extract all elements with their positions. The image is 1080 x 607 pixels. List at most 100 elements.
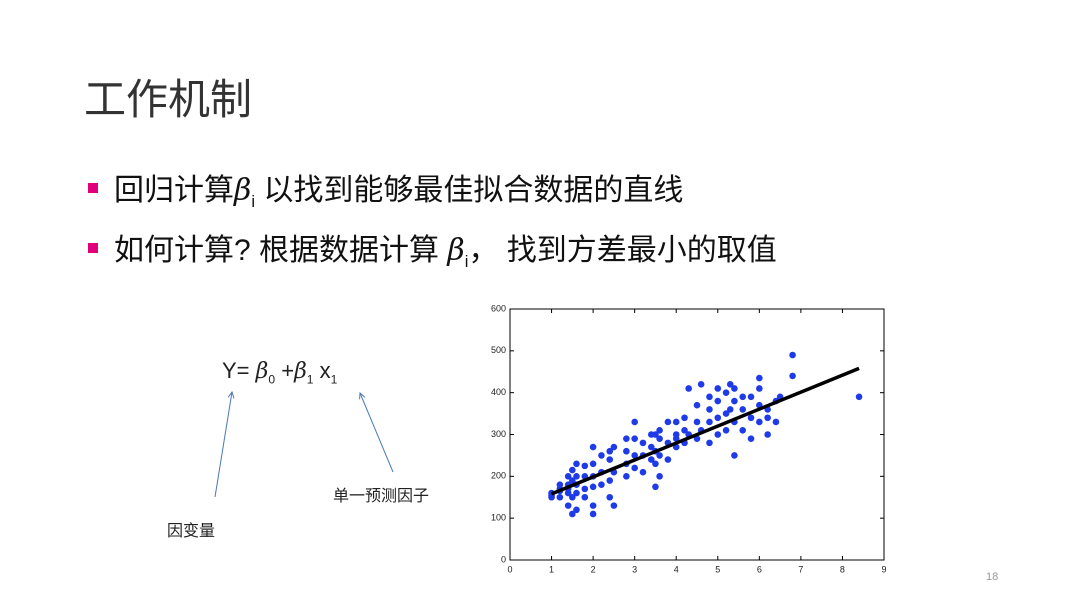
y-tick-label: 200 xyxy=(491,471,506,481)
annotation: 因变量 xyxy=(167,523,216,540)
x-tick-label: 7 xyxy=(798,564,803,574)
subscript: i xyxy=(251,193,256,211)
point xyxy=(747,414,755,422)
point xyxy=(706,393,713,401)
point xyxy=(731,452,738,459)
point xyxy=(639,439,647,447)
point xyxy=(569,510,576,518)
point xyxy=(573,506,580,514)
point xyxy=(747,393,755,401)
point xyxy=(706,439,713,447)
slide-title: 工作机制 xyxy=(84,76,253,123)
point xyxy=(693,418,701,426)
point xyxy=(722,427,730,434)
point xyxy=(569,493,576,501)
subscript: 1 xyxy=(330,372,338,387)
subscript: 1 xyxy=(306,372,314,387)
point xyxy=(652,483,659,491)
point xyxy=(706,406,713,413)
fit-line xyxy=(550,366,860,496)
point xyxy=(573,473,580,480)
bullet: 如何计算? 根据数据计算 βi， 找到方差最小的取值 xyxy=(88,225,777,272)
point xyxy=(631,435,638,442)
point xyxy=(656,435,663,442)
point xyxy=(610,502,618,509)
text: 回归计算 xyxy=(114,174,234,207)
symbol: β xyxy=(255,359,269,384)
point xyxy=(589,502,597,509)
y-tick-label: 600 xyxy=(491,303,506,313)
point xyxy=(685,385,692,392)
y-tick-label: 300 xyxy=(491,429,506,439)
point xyxy=(564,502,572,509)
page-number: 18 xyxy=(986,571,999,583)
point xyxy=(664,418,672,426)
point xyxy=(714,385,722,392)
point xyxy=(656,473,663,480)
symbol: β xyxy=(234,173,252,208)
point xyxy=(647,443,655,451)
x-tick-label: 4 xyxy=(674,564,679,574)
point xyxy=(556,493,564,501)
y-tick-label: 400 xyxy=(491,387,506,397)
text: Y= xyxy=(222,358,256,383)
text: + xyxy=(275,358,295,383)
point xyxy=(639,468,647,476)
point xyxy=(631,452,638,459)
point xyxy=(623,473,630,480)
text: ， 找到方差最小的取值 xyxy=(468,234,777,267)
point xyxy=(598,481,605,488)
x-tick-label: 1 xyxy=(549,564,554,574)
point xyxy=(606,456,614,463)
arrow xyxy=(360,393,394,473)
point xyxy=(726,381,734,388)
text: x xyxy=(313,358,331,383)
point xyxy=(573,460,580,468)
point xyxy=(697,381,705,388)
point xyxy=(606,493,614,501)
point xyxy=(606,477,614,484)
point xyxy=(764,414,771,422)
point xyxy=(569,477,576,484)
point xyxy=(623,447,630,455)
point xyxy=(647,456,655,463)
point xyxy=(564,473,572,480)
y-tick-label: 0 xyxy=(501,554,506,564)
x-tick-label: 6 xyxy=(757,564,762,574)
point xyxy=(722,410,730,417)
x-tick-label: 5 xyxy=(715,564,720,574)
point xyxy=(589,443,597,451)
point xyxy=(589,460,597,468)
point xyxy=(656,427,663,434)
x-tick-label: 3 xyxy=(632,564,637,574)
point xyxy=(664,456,672,463)
point xyxy=(631,418,638,426)
point xyxy=(693,401,701,409)
point xyxy=(569,466,576,474)
annotation: 单一预测因子 xyxy=(333,488,430,505)
x-tick-label: 0 xyxy=(507,564,512,574)
point xyxy=(714,414,722,422)
point xyxy=(623,435,630,442)
arrow xyxy=(214,392,232,498)
formula: Y= β0 +β1 x1 xyxy=(222,358,337,386)
point xyxy=(756,374,763,382)
point xyxy=(714,397,722,405)
point xyxy=(726,406,734,413)
point xyxy=(772,418,780,426)
point xyxy=(681,427,688,434)
subscript: 0 xyxy=(268,372,276,387)
point xyxy=(631,464,638,472)
x-tick-label: 9 xyxy=(881,564,886,574)
x-tick-label: 8 xyxy=(840,564,845,574)
point xyxy=(589,483,597,491)
y-tick-label: 100 xyxy=(491,513,506,523)
point xyxy=(573,489,580,497)
point xyxy=(581,493,589,501)
point xyxy=(722,389,730,396)
bullet: 回归计算βi 以找到能够最佳拟合数据的直线 xyxy=(88,165,683,212)
point xyxy=(581,462,589,470)
point xyxy=(706,418,713,426)
